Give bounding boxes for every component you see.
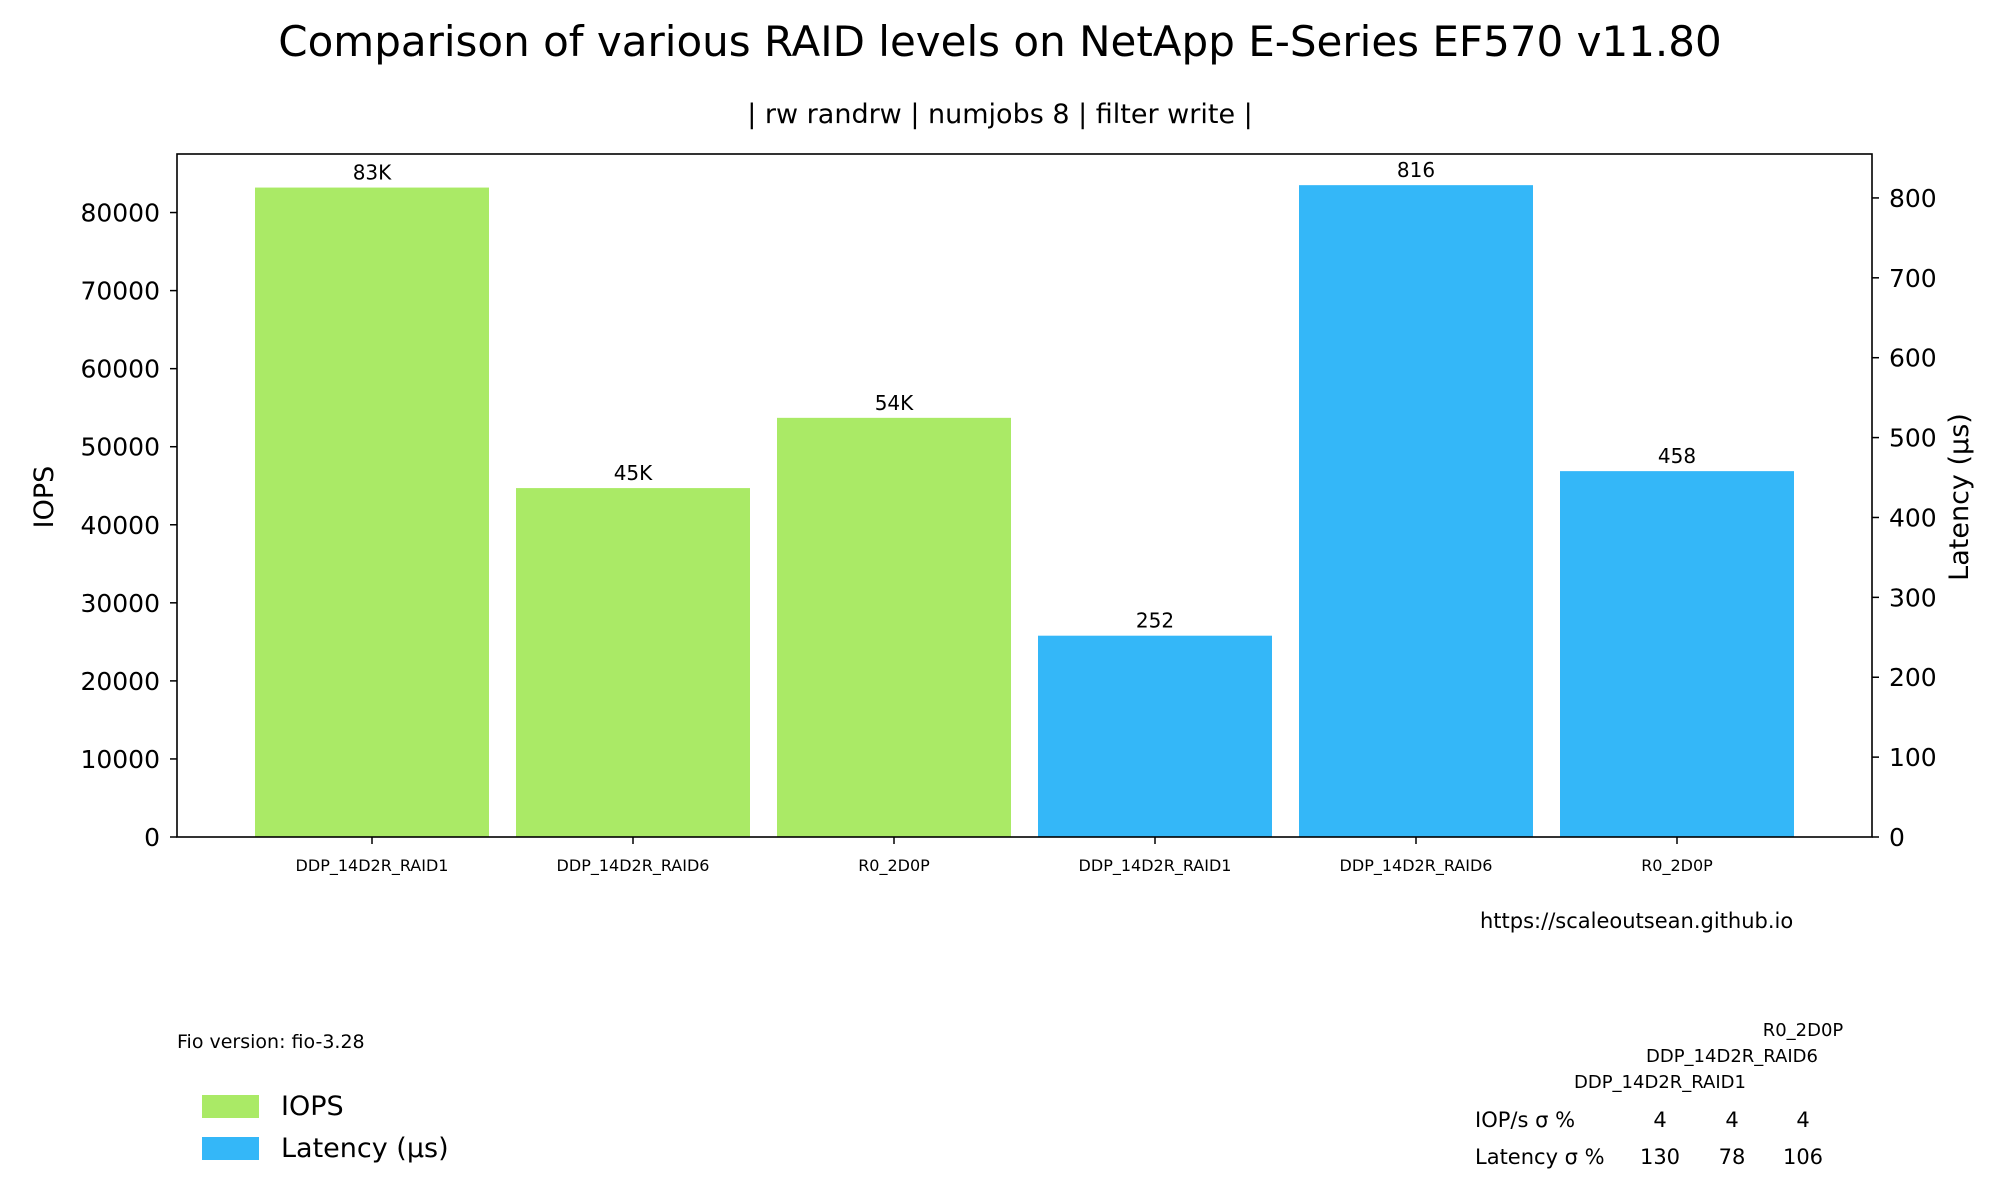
y-tick-label-left: 20000 bbox=[80, 667, 160, 696]
chart-subtitle: | rw randrw | numjobs 8 | filter write | bbox=[747, 99, 1253, 130]
y-tick-label-left: 50000 bbox=[80, 433, 160, 462]
y-tick-label-left: 0 bbox=[144, 823, 160, 852]
stats-cell: 106 bbox=[1783, 1145, 1823, 1169]
bar-value-label: 252 bbox=[1136, 609, 1174, 633]
stats-cell: 4 bbox=[1653, 1108, 1666, 1132]
legend-label-iops: IOPS bbox=[281, 1091, 344, 1122]
stats-col-header: R0_2D0P bbox=[1763, 1020, 1844, 1041]
y-tick-label-right: 500 bbox=[1889, 424, 1937, 453]
stats-row-label: Latency σ % bbox=[1475, 1145, 1605, 1169]
bar-latency bbox=[1038, 635, 1272, 837]
bar-value-label: 83K bbox=[353, 161, 392, 185]
plot-frame bbox=[176, 153, 1873, 838]
stats-cell: 78 bbox=[1719, 1145, 1746, 1169]
bar-latency bbox=[1560, 471, 1794, 837]
bar-iops bbox=[777, 417, 1011, 837]
y-tick-label-right: 800 bbox=[1889, 184, 1937, 213]
bar-iops bbox=[255, 187, 489, 837]
legend-swatch-latency bbox=[202, 1137, 259, 1160]
stats-row-label: IOP/s σ % bbox=[1475, 1108, 1575, 1132]
legend-swatch-iops bbox=[202, 1095, 259, 1118]
bar-iops bbox=[516, 488, 750, 837]
bar-value-label: 816 bbox=[1397, 158, 1435, 182]
y-tick-label-right: 100 bbox=[1889, 743, 1937, 772]
stats-cell: 4 bbox=[1796, 1108, 1809, 1132]
x-tick-label: DDP_14D2R_RAID6 bbox=[1340, 856, 1493, 876]
bars-layer: 83K 45K 54K 252 816 458 bbox=[255, 158, 1794, 837]
x-tick-label: DDP_14D2R_RAID1 bbox=[296, 856, 449, 876]
y-tick-label-left: 10000 bbox=[80, 745, 160, 774]
stats-cell: 130 bbox=[1640, 1145, 1680, 1169]
source-url: https://scaleoutsean.github.io bbox=[1480, 909, 1793, 933]
bar-value-label: 45K bbox=[614, 461, 653, 485]
x-tick-label: DDP_14D2R_RAID1 bbox=[1079, 856, 1232, 876]
y-tick-label-left: 80000 bbox=[80, 199, 160, 228]
stats-cell: 4 bbox=[1725, 1108, 1738, 1132]
y-tick-label-right: 600 bbox=[1889, 344, 1937, 373]
y-tick-label-left: 60000 bbox=[80, 355, 160, 384]
legend: IOPS Latency (µs) bbox=[202, 1091, 449, 1164]
bar-value-label: 458 bbox=[1658, 444, 1696, 468]
fio-version: Fio version: fio-3.28 bbox=[177, 1031, 365, 1053]
legend-label-latency: Latency (µs) bbox=[281, 1133, 449, 1164]
chart-title: Comparison of various RAID levels on Net… bbox=[278, 17, 1721, 66]
y-tick-label-left: 30000 bbox=[80, 589, 160, 618]
x-tick-label: R0_2D0P bbox=[858, 856, 930, 876]
y-tick-label-right: 700 bbox=[1889, 264, 1937, 293]
y-tick-label-left: 40000 bbox=[80, 511, 160, 540]
y-tick-label-right: 300 bbox=[1889, 583, 1937, 612]
y-tick-label-left: 70000 bbox=[80, 277, 160, 306]
x-tick-label: R0_2D0P bbox=[1641, 856, 1713, 876]
y-axis-label-left: IOPS bbox=[29, 466, 60, 529]
y-axis-label-right: Latency (µs) bbox=[1944, 413, 1975, 581]
y-tick-label-right: 0 bbox=[1889, 823, 1905, 852]
y-tick-label-right: 200 bbox=[1889, 663, 1937, 692]
stats-col-header: DDP_14D2R_RAID6 bbox=[1646, 1046, 1818, 1067]
y-tick-label-right: 400 bbox=[1889, 503, 1937, 532]
stats-col-header: DDP_14D2R_RAID1 bbox=[1574, 1072, 1746, 1093]
x-tick-label: DDP_14D2R_RAID6 bbox=[557, 856, 710, 876]
axes-layer: DDP_14D2R_RAID1 DDP_14D2R_RAID6 R0_2D0P DDP… bbox=[80, 153, 1937, 876]
stats-table: DDP_14D2R_RAID1 DDP_14D2R_RAID6 R0_2D0P … bbox=[1475, 1020, 1843, 1169]
bar-latency bbox=[1299, 185, 1533, 837]
bar-value-label: 54K bbox=[875, 391, 914, 415]
